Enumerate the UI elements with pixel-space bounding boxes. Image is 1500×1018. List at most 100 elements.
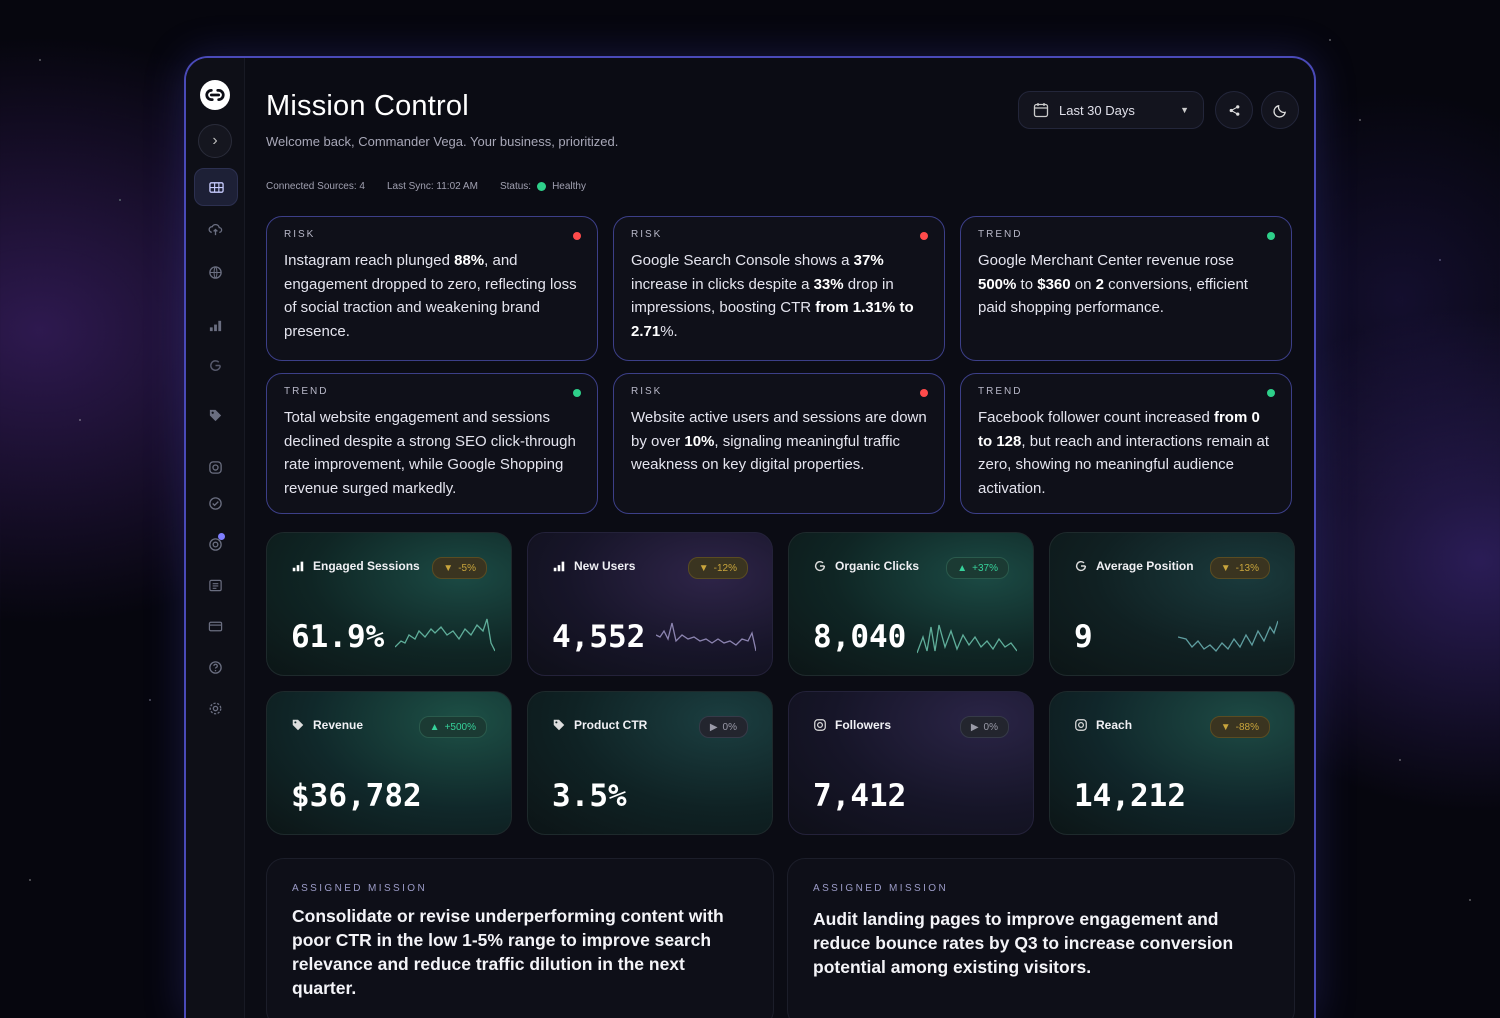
insight-card[interactable]: TREND Total website engagement and sessi… (266, 373, 598, 514)
kpi-value: 4,552 (552, 619, 646, 655)
trend-indicator-dot (1267, 389, 1275, 397)
insight-text: Google Merchant Center revenue rose 500%… (978, 252, 1248, 316)
sparkline (1178, 620, 1278, 652)
kpi-card-average-position[interactable]: Average Position ▼ -13% 9 (1049, 532, 1295, 676)
arrow-down-icon: ▼ (1220, 562, 1231, 574)
kpi-card-revenue[interactable]: Revenue ▲ +500% $36,782 (266, 691, 512, 835)
kpi-value: 9 (1074, 619, 1093, 655)
kpi-card-reach[interactable]: Reach ▼ -88% 14,212 (1049, 691, 1295, 835)
sparkline (395, 618, 495, 652)
kpi-value: 7,412 (813, 778, 907, 814)
kpi-card-engaged-sessions[interactable]: Engaged Sessions ▼ -5% 61.9% (266, 532, 512, 676)
kpi-card-product-ctr[interactable]: Product CTR ▶ 0% 3.5% (527, 691, 773, 835)
kpi-label: Engaged Sessions (291, 559, 420, 573)
insight-card[interactable]: TREND Google Merchant Center revenue ros… (960, 216, 1292, 361)
chevron-right-icon: › (212, 132, 218, 149)
page-subtitle: Welcome back, Commander Vega. Your busin… (266, 134, 619, 149)
change-badge: ▼ -13% (1209, 557, 1270, 579)
insight-card[interactable]: RISK Website active users and sessions a… (613, 373, 945, 514)
status-value: Healthy (552, 181, 586, 192)
connected-sources: Connected Sources: 4 (266, 181, 365, 192)
change-value: +37% (972, 562, 998, 574)
kpi-card-new-users[interactable]: New Users ▼ -12% 4,552 (527, 532, 773, 676)
sidebar-item-instagram[interactable] (207, 459, 223, 475)
date-range-select[interactable]: Last 30 Days ▼ (1018, 91, 1204, 129)
sidebar-item-sync[interactable] (207, 221, 223, 237)
insight-text: Total website engagement and sessions de… (284, 409, 576, 497)
sidebar-item-missions[interactable] (207, 536, 223, 552)
arrow-down-icon: ▼ (698, 562, 709, 574)
kpi-card-followers[interactable]: Followers ▶ 0% 7,412 (788, 691, 1034, 835)
check-circle-icon (208, 496, 222, 510)
calendar-icon (1033, 103, 1049, 118)
sidebar-item-settings[interactable] (207, 700, 223, 716)
main-content: Mission Control Welcome back, Commander … (266, 58, 1314, 1018)
sidebar-item-tasks[interactable] (207, 495, 223, 511)
last-sync: Last Sync: 11:02 AM (386, 181, 478, 192)
notification-dot (218, 533, 225, 540)
kpi-value: 14,212 (1074, 778, 1186, 814)
sidebar-item-dashboard[interactable] (194, 168, 238, 206)
mission-tag: ASSIGNED MISSION (292, 883, 428, 894)
arrow-up-icon: ▲ (957, 562, 968, 574)
insight-card[interactable]: RISK Instagram reach plunged 88%, and en… (266, 216, 598, 361)
arrow-up-icon: ▲ (429, 721, 440, 733)
sidebar-item-web[interactable] (207, 264, 223, 280)
share-button[interactable] (1215, 91, 1253, 129)
insight-tag: TREND (284, 386, 329, 397)
insight-tag: TREND (978, 386, 1023, 397)
mission-tag: ASSIGNED MISSION (813, 883, 949, 894)
cloud-upload-icon (208, 223, 222, 235)
trend-indicator-dot (573, 389, 581, 397)
bar-chart-icon (292, 561, 304, 572)
logo-icon (205, 89, 225, 101)
list-icon (208, 579, 222, 591)
kpi-label: Revenue (291, 718, 363, 732)
insight-card[interactable]: RISK Google Search Console shows a 37% i… (613, 216, 945, 361)
page-title: Mission Control (266, 90, 469, 122)
sidebar-item-shopping[interactable] (207, 407, 223, 423)
kpi-label-text: Engaged Sessions (313, 559, 420, 573)
globe-icon (208, 265, 222, 279)
arrow-down-icon: ▼ (1220, 721, 1231, 733)
mission-card[interactable]: ASSIGNED MISSION Consolidate or revise u… (266, 858, 774, 1018)
insight-card[interactable]: TREND Facebook follower count increased … (960, 373, 1292, 514)
card-icon (208, 621, 222, 631)
date-range-value: Last 30 Days (1059, 102, 1135, 118)
instagram-icon (814, 719, 826, 731)
gear-icon (209, 702, 221, 714)
tag-icon (553, 719, 565, 731)
change-value: 0% (983, 721, 998, 733)
change-badge: ▲ +37% (946, 557, 1009, 579)
sidebar-item-analytics[interactable] (207, 317, 223, 333)
grid-icon (208, 181, 224, 193)
kpi-label-text: Followers (835, 718, 892, 732)
sidebar: › (186, 58, 245, 1018)
target-icon (208, 537, 222, 551)
bar-chart-icon (553, 561, 565, 572)
change-value: 0% (722, 721, 737, 733)
arrow-down-icon: ▼ (443, 562, 454, 574)
change-value: +500% (444, 721, 476, 733)
expand-sidebar-button[interactable]: › (198, 124, 232, 158)
insight-tag: RISK (631, 386, 663, 397)
kpi-value: $36,782 (291, 778, 422, 814)
insight-text: Facebook follower count increased from 0… (978, 409, 1269, 497)
sidebar-item-help[interactable] (207, 659, 223, 675)
change-badge: ▼ -5% (432, 557, 487, 579)
insight-text: Website active users and sessions are do… (631, 409, 927, 473)
share-icon (1229, 104, 1239, 116)
risk-indicator-dot (920, 232, 928, 240)
mission-card[interactable]: ASSIGNED MISSION Audit landing pages to … (787, 858, 1295, 1018)
kpi-label: Average Position (1074, 559, 1194, 573)
app-logo[interactable] (200, 80, 230, 110)
status-indicator: Status: Healthy (500, 181, 586, 192)
sidebar-item-google[interactable] (207, 357, 223, 373)
moon-icon (1272, 104, 1286, 118)
sidebar-item-billing[interactable] (207, 618, 223, 634)
sidebar-item-reports[interactable] (207, 577, 223, 593)
theme-toggle-button[interactable] (1261, 91, 1299, 129)
kpi-card-organic-clicks[interactable]: Organic Clicks ▲ +37% 8,040 (788, 532, 1034, 676)
tag-icon (209, 409, 221, 421)
change-badge: ▶ 0% (959, 716, 1009, 738)
